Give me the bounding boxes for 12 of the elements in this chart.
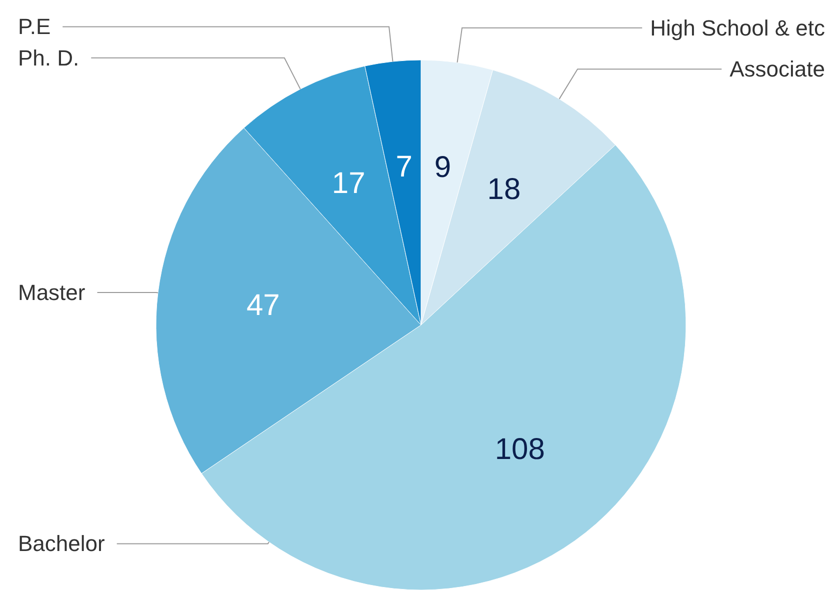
data-label: 108 [494, 433, 545, 466]
slice-label: Ph. D. [18, 45, 80, 70]
data-label: 9 [434, 150, 452, 184]
slice-label: High School & etc [650, 15, 825, 40]
slice-label: P.E [18, 14, 51, 40]
data-label: 17 [332, 166, 366, 200]
slice-label: Bachelor [18, 531, 105, 556]
slice-label: Master [18, 280, 86, 306]
data-label: 7 [396, 150, 412, 184]
data-label: 47 [246, 289, 280, 322]
data-label: 18 [487, 172, 521, 206]
slice-label: Associate [730, 56, 825, 82]
